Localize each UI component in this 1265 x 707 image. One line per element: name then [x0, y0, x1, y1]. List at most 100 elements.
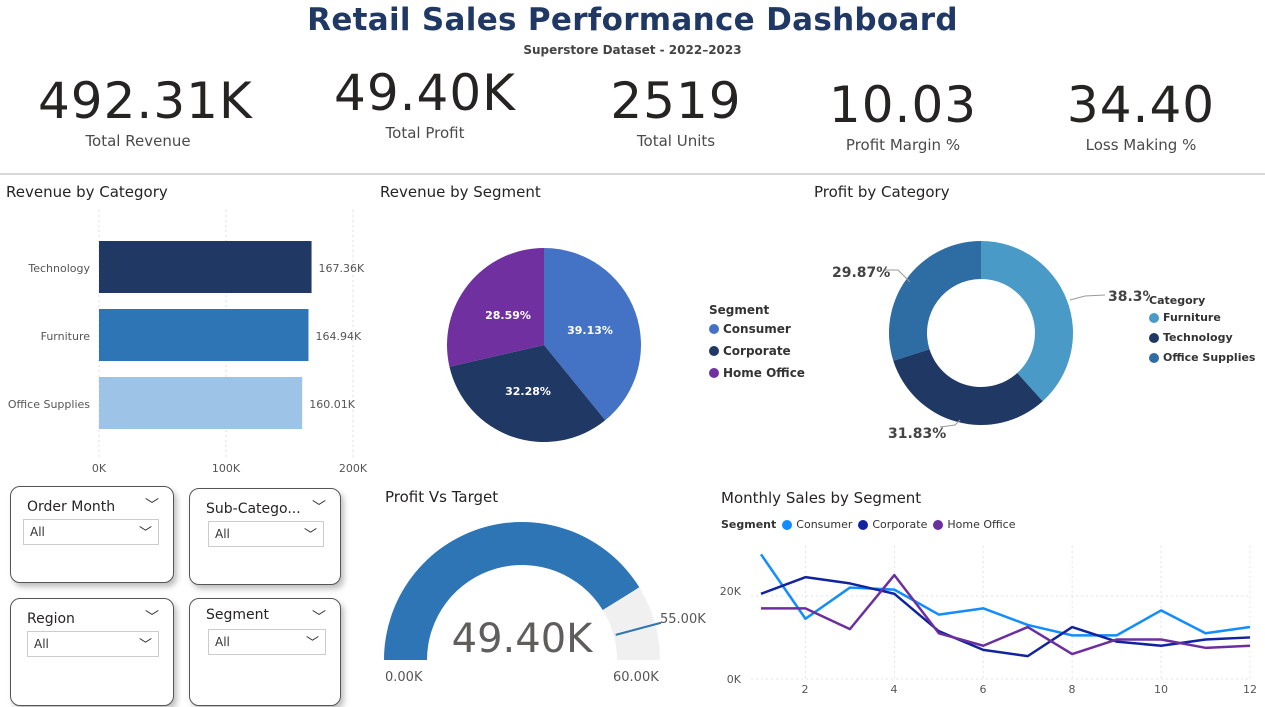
bar[interactable] [99, 377, 303, 429]
legend-dot [933, 519, 944, 530]
pie-slice-label: 32.28% [505, 385, 551, 398]
revenue-by-segment-pie: 39.13% 32.28% 28.59% [447, 248, 641, 442]
slicer-region[interactable]: Region ﹀ All ﹀ [10, 598, 174, 706]
x-tick-label: 8 [1069, 683, 1076, 696]
x-tick-label: 12 [1243, 683, 1257, 696]
kpi-label: Total Profit [385, 124, 465, 142]
legend-item-corporate[interactable]: Corporate [858, 518, 927, 531]
chevron-down-icon[interactable]: ﹀ [312, 500, 326, 516]
kpi-total-profit: 49.40K Total Profit [325, 66, 525, 142]
legend-item-consumer[interactable]: Consumer [709, 322, 805, 336]
legend-label: Corporate [872, 518, 928, 531]
chevron-down-icon[interactable]: ﹀ [145, 498, 159, 514]
donut-slice[interactable] [981, 241, 1073, 402]
legend-label: Technology [1163, 331, 1233, 344]
chevron-down-icon: ﹀ [305, 636, 319, 651]
x-tick-label: 10 [1154, 683, 1168, 696]
pie-slice[interactable] [447, 248, 544, 367]
legend-label: Home Office [947, 518, 1016, 531]
kpi-total-units: 2519 Total Units [576, 74, 776, 150]
chevron-down-icon: ﹀ [303, 528, 317, 543]
slicer-value: All [34, 637, 49, 651]
slicer-value: All [215, 527, 230, 541]
legend-label: Consumer [723, 322, 791, 336]
category-legend: Category Furniture Technology Office Sup… [1149, 294, 1255, 364]
legend-item-office-supplies[interactable]: Office Supplies [1149, 351, 1255, 364]
donut-slice-label: 31.83% [888, 426, 946, 442]
donut-slice[interactable] [893, 349, 1043, 425]
slicer-title: Sub-Catego... [206, 501, 301, 517]
kpi-value: 2519 [610, 72, 742, 130]
dashboard-subtitle: Superstore Dataset - 2022–2023 [523, 43, 742, 57]
pie-slice[interactable] [544, 248, 641, 421]
kpi-value: 34.40 [1066, 76, 1216, 134]
legend-dot [1149, 332, 1159, 343]
legend-dot [709, 346, 719, 356]
legend-label: Office Supplies [1163, 351, 1256, 364]
donut-slice-label: 29.87% [832, 265, 890, 281]
slicer-title: Segment [206, 607, 269, 623]
chevron-down-icon[interactable]: ﹀ [312, 610, 326, 626]
slicer-value: All [215, 635, 230, 649]
revenue-by-segment-title: Revenue by Segment [380, 183, 541, 201]
series-line-consumer[interactable] [759, 553, 1251, 637]
legend-item-furniture[interactable]: Furniture [1149, 311, 1255, 324]
leader-line [939, 419, 961, 428]
chevron-down-icon[interactable]: ﹀ [145, 610, 159, 626]
y-tick-label: 20K [720, 585, 742, 598]
bar-data-label: 167.36K [319, 262, 365, 275]
slicer-title: Order Month [27, 499, 116, 515]
slicer-dropdown[interactable]: All ﹀ [208, 521, 324, 547]
leader-line [885, 269, 911, 283]
chevron-down-icon: ﹀ [138, 638, 152, 653]
slicer-sub-category[interactable]: Sub-Catego... ﹀ All ﹀ [189, 488, 341, 585]
series-line-corporate[interactable] [760, 575, 1251, 658]
slicer-segment[interactable]: Segment ﹀ All ﹀ [189, 598, 341, 706]
y-tick-label: 0K [727, 673, 742, 686]
kpi-total-revenue: 492.31K Total Revenue [38, 74, 252, 150]
gauge-min-label: 0.00K [385, 670, 423, 685]
bar-category-label: Office Supplies [8, 398, 90, 411]
kpi-label: Total Units [636, 132, 716, 150]
kpi-label: Loss Making % [1085, 136, 1197, 154]
kpi-profit-margin: 10.03 Profit Margin % [803, 78, 1003, 154]
bar[interactable] [99, 241, 312, 293]
bar-category-label: Furniture [41, 330, 91, 343]
kpi-divider [0, 173, 1265, 175]
revenue-by-category-title: Revenue by Category [6, 183, 168, 201]
x-tick-label: 200K [339, 462, 368, 475]
slicer-dropdown[interactable]: All ﹀ [23, 519, 159, 545]
kpi-label: Total Revenue [85, 132, 191, 150]
bar-data-label: 164.94K [315, 330, 361, 343]
pie-slice-label: 39.13% [567, 324, 613, 337]
legend-dot [709, 324, 719, 334]
gauge-title: Profit Vs Target [385, 488, 499, 506]
legend-label: Consumer [796, 518, 853, 531]
pie-slice-label: 28.59% [485, 309, 531, 322]
legend-item-technology[interactable]: Technology [1149, 331, 1255, 344]
legend-dot [782, 519, 793, 530]
series-line-home-office[interactable] [761, 573, 1251, 656]
legend-item-corporate[interactable]: Corporate [709, 344, 805, 358]
legend-dot [709, 368, 719, 378]
x-tick-label: 0K [92, 462, 107, 475]
donut-slice[interactable] [889, 241, 981, 361]
kpi-loss-making: 34.40 Loss Making % [1041, 78, 1241, 154]
legend-dot [858, 519, 869, 530]
segment-legend: Segment Consumer Corporate Home Office [709, 303, 805, 380]
gauge-target-label: 55.00K [660, 612, 706, 627]
legend-item-consumer[interactable]: Consumer [782, 518, 852, 531]
dashboard-title: Retail Sales Performance Dashboard [307, 2, 958, 38]
legend-item-home-office[interactable]: Home Office [933, 518, 1015, 531]
legend-title: Category [1149, 294, 1206, 307]
legend-item-home-office[interactable]: Home Office [709, 366, 805, 380]
pie-slice[interactable] [449, 345, 606, 442]
profit-vs-target-gauge: 49.40K 0.00K 60.00K 55.00K [384, 522, 706, 685]
monthly-sales-line-chart: 20K 0K 2 4 6 8 10 12 [720, 546, 1257, 696]
slicer-order-month[interactable]: Order Month ﹀ All ﹀ [10, 486, 174, 583]
gauge-value-label: 49.40K [452, 616, 595, 662]
slicer-dropdown[interactable]: All ﹀ [208, 629, 326, 655]
bar[interactable] [99, 309, 309, 361]
legend-dot [1149, 352, 1159, 363]
slicer-dropdown[interactable]: All ﹀ [27, 631, 159, 657]
